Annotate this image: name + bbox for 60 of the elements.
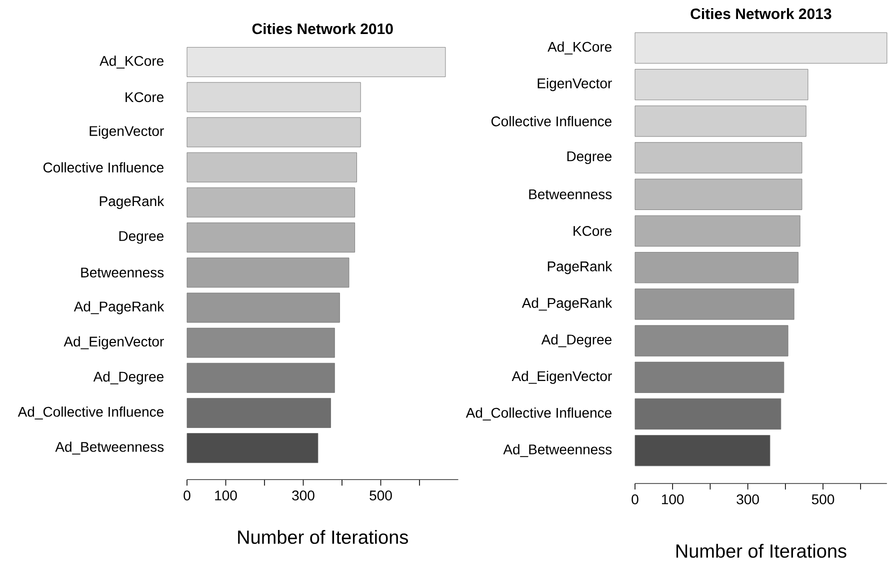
y-tick-label: Ad_Degree <box>541 334 612 348</box>
bar <box>186 82 361 112</box>
bar <box>634 325 788 356</box>
bar <box>186 187 355 218</box>
x-tick-label: 300 <box>736 494 759 504</box>
y-tick-label: EigenVector <box>90 126 164 139</box>
bar <box>634 362 784 393</box>
y-tick-label: Ad_KCore <box>548 42 612 54</box>
bar <box>634 252 798 284</box>
bar <box>186 47 446 78</box>
x-tick-label: 0 <box>184 490 190 500</box>
x-axis-title: Number of Iterations <box>238 530 408 544</box>
y-tick-label: Ad_EigenVector <box>64 336 164 350</box>
bar <box>634 106 806 137</box>
bar <box>634 435 770 466</box>
bar <box>634 178 802 210</box>
x-tick-label: 500 <box>370 490 392 500</box>
bar <box>186 362 335 393</box>
x-tick-label: 100 <box>215 490 237 500</box>
bar <box>634 215 800 247</box>
y-tick-label: Betweenness <box>529 189 612 200</box>
bar <box>634 32 888 64</box>
y-tick-label: Ad_Betweenness <box>503 444 612 458</box>
bar <box>634 288 794 320</box>
x-tick-label: 500 <box>812 494 834 504</box>
y-tick-label: EigenVector <box>538 78 612 92</box>
y-tick-label: Ad_Betweenness <box>55 442 164 455</box>
y-tick-label: PageRank <box>100 196 164 209</box>
y-tick-label: PageRank <box>548 261 612 274</box>
x-axis-title: Number of Iterations <box>676 544 846 558</box>
y-tick-label: Ad_PageRank <box>522 298 612 311</box>
bar <box>186 328 335 358</box>
x-tick-label: 0 <box>632 494 638 504</box>
y-tick-label: KCore <box>574 226 612 236</box>
x-tick-label: 100 <box>662 494 684 504</box>
bar <box>186 292 340 323</box>
chart-title: Cities Network 2013 <box>690 8 832 20</box>
y-tick-label: KCore <box>126 92 164 102</box>
y-tick-label: Ad_Degree <box>93 371 164 384</box>
chart-title: Cities Network 2010 <box>252 23 393 34</box>
y-tick-label: Collective Influence <box>491 116 612 126</box>
y-tick-label: Ad_Collective Influence <box>18 406 164 420</box>
x-tick-label: 300 <box>292 490 314 500</box>
bar <box>634 142 802 174</box>
bar <box>186 117 361 148</box>
y-tick-label: Betweenness <box>81 268 164 278</box>
bar <box>186 258 350 288</box>
bar <box>186 398 331 428</box>
y-tick-label: Collective Influence <box>43 162 164 172</box>
y-tick-label: Degree <box>567 152 612 164</box>
bar <box>634 398 782 430</box>
bar <box>186 152 357 182</box>
y-tick-label: Degree <box>119 231 164 244</box>
bar <box>634 69 808 100</box>
y-tick-label: Ad_PageRank <box>74 301 164 314</box>
y-tick-label: Ad_EigenVector <box>512 370 612 384</box>
bar <box>186 222 355 252</box>
y-tick-label: Ad_KCore <box>100 56 164 69</box>
y-tick-label: Ad_Collective Influence <box>466 408 612 420</box>
bar <box>186 433 318 464</box>
